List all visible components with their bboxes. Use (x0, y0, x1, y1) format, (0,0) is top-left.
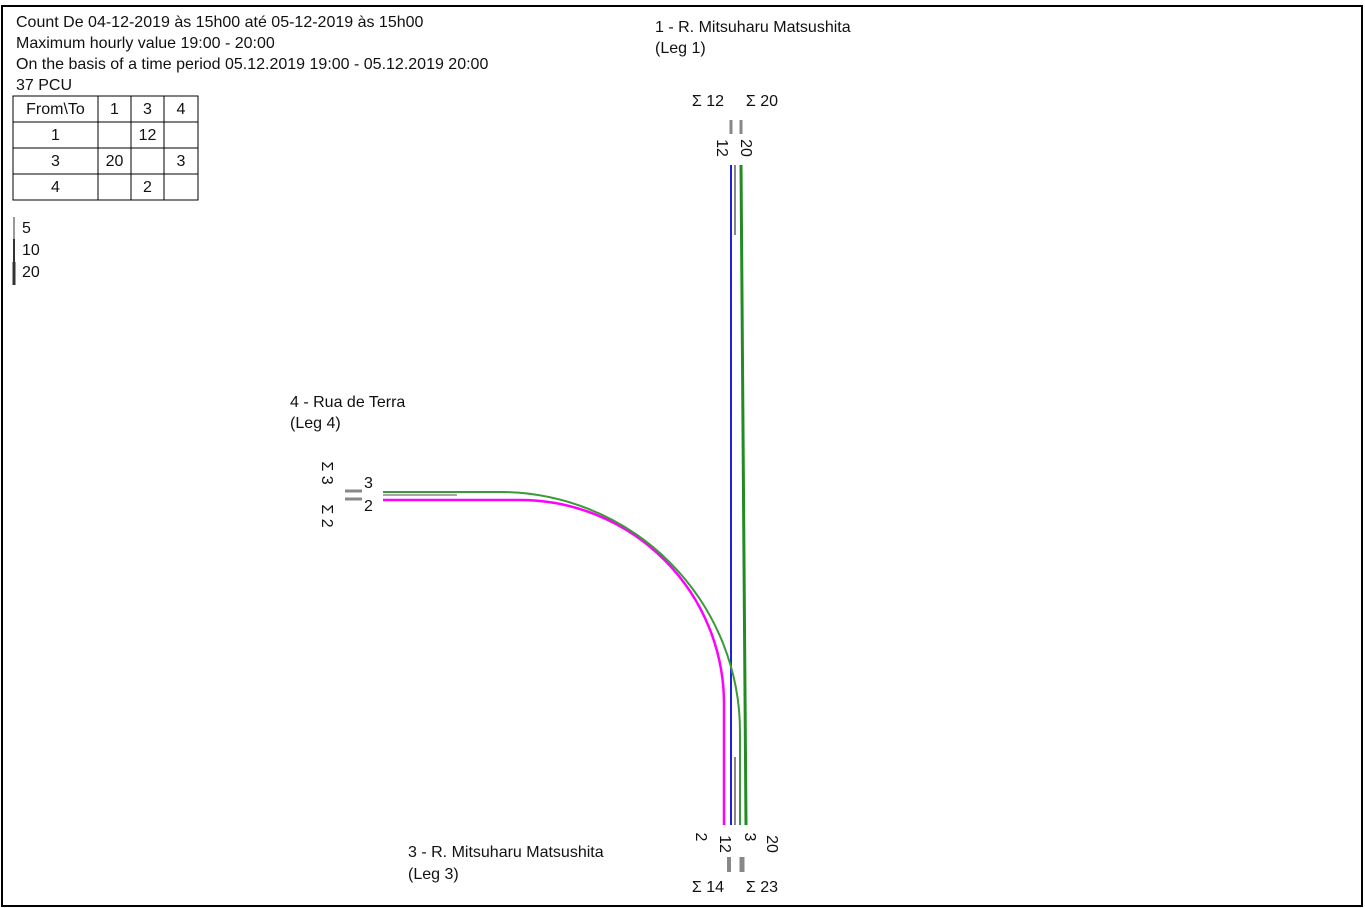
header-line: 37 PCU (16, 77, 72, 94)
table-value: 4 (51, 179, 60, 196)
flow-line (383, 491, 741, 825)
scale-label: 5 (22, 220, 31, 237)
table-cell (163, 173, 199, 201)
header-line: Maximum hourly value 19:00 - 20:00 (16, 35, 275, 52)
leg-flow: 20 (737, 139, 754, 157)
leg-flow: 20 (763, 835, 780, 853)
leg-flow: 2 (364, 498, 373, 515)
table-value: 3 (51, 153, 60, 170)
leg-sub: (Leg 3) (408, 866, 459, 883)
leg-flow: 12 (713, 139, 730, 157)
table-value: 20 (106, 153, 124, 170)
flow-line (739, 164, 748, 826)
leg-sum: Σ 3 (318, 461, 335, 484)
leg-sub: (Leg 1) (655, 40, 706, 57)
table-header: From\To (26, 101, 85, 118)
table-value: 1 (51, 127, 60, 144)
leg-name: 1 - R. Mitsuharu Matsushita (655, 19, 851, 36)
scale-label: 10 (22, 242, 40, 259)
leg-name: 4 - Rua de Terra (290, 394, 405, 411)
table-header: 1 (110, 101, 119, 118)
leg-sub: (Leg 4) (290, 415, 341, 432)
leg-flow: 3 (741, 833, 758, 842)
leg-flow: 3 (364, 475, 373, 492)
header-line: On the basis of a time period 05.12.2019… (16, 56, 488, 73)
leg-flow: 2 (692, 833, 709, 842)
table-cell (97, 121, 132, 149)
table-cell (163, 121, 199, 149)
table-header: 3 (143, 101, 152, 118)
leg-sum: Σ 2 (318, 504, 335, 527)
table-header: 4 (177, 101, 186, 118)
table-cell (97, 173, 132, 201)
table-value: 12 (139, 127, 157, 144)
leg-name: 3 - R. Mitsuharu Matsushita (408, 844, 604, 861)
od-table: From\To 1 3 4 1 12 3 20 3 4 2 (12, 95, 199, 201)
table-value: 3 (177, 153, 186, 170)
table-value: 2 (143, 179, 152, 196)
table-cell (130, 147, 165, 175)
leg-sum: Σ 23 (746, 879, 778, 896)
leg-flow: 12 (716, 835, 733, 853)
frame (1, 5, 1363, 907)
header-line: Count De 04-12-2019 às 15h00 até 05-12-2… (16, 14, 424, 31)
leg-sum: Σ 14 (692, 879, 724, 896)
scale-label: 20 (22, 264, 40, 281)
leg-sum: Σ 12 (692, 93, 724, 110)
leg-sum: Σ 20 (746, 93, 778, 110)
flow-line (383, 498, 726, 825)
